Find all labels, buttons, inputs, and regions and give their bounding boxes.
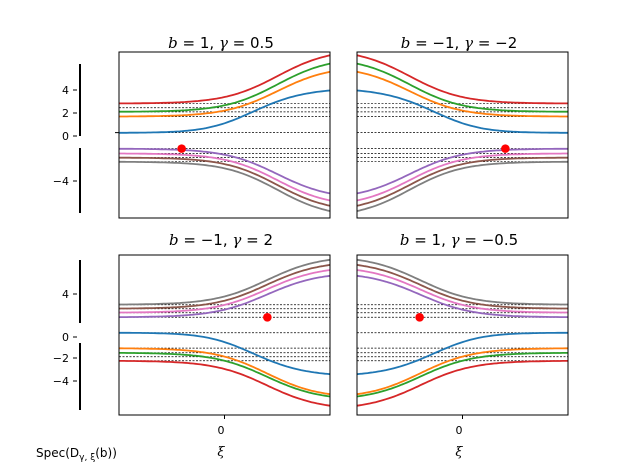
- series-line-4: [119, 147, 330, 195]
- series-line-1: [357, 70, 568, 118]
- series-line-0: [119, 331, 330, 376]
- ytick-label-bottom-4: 4: [62, 288, 69, 301]
- panel-plot-area-1: [357, 54, 568, 212]
- series-line-6: [357, 156, 568, 207]
- panel-0: [115, 51, 331, 219]
- panel-plot-area-2: [119, 258, 330, 407]
- xlabel-right: ξ: [455, 445, 463, 460]
- series-line-1: [119, 347, 330, 396]
- series-line-5: [119, 269, 330, 314]
- ytick-label-bottom-neg2: −2: [53, 352, 69, 365]
- series-line-7: [119, 258, 330, 306]
- ytick-label-bottom-0: 0: [62, 331, 69, 344]
- series-line-3: [357, 54, 568, 105]
- series-line-5: [357, 269, 568, 314]
- xlabel-left: ξ: [217, 445, 225, 460]
- series-line-3: [119, 54, 330, 105]
- series-line-4: [357, 274, 568, 318]
- series-line-3: [119, 360, 330, 407]
- series-line-0: [357, 89, 568, 134]
- red-marker: [415, 312, 424, 322]
- series-line-7: [357, 258, 568, 306]
- series-line-2: [119, 352, 330, 398]
- ytick-label-top-neg4: −4: [53, 175, 69, 188]
- series-line-1: [357, 347, 568, 396]
- series-line-2: [357, 62, 568, 113]
- panel-title-bottom-left: b = −1, γ = 2: [169, 231, 273, 249]
- ytick-label-top-0: 0: [62, 130, 69, 143]
- series-line-2: [119, 62, 330, 113]
- panel-frame: [356, 51, 569, 219]
- red-marker: [177, 144, 186, 153]
- series-line-6: [119, 264, 330, 310]
- spectrum-label: Spec(Dγ, ξ(b)): [36, 446, 117, 463]
- series-line-0: [119, 89, 330, 134]
- series-line-5: [357, 152, 568, 202]
- red-marker: [263, 312, 272, 322]
- panels-group: [115, 51, 569, 419]
- panel-2: [118, 254, 331, 419]
- series-line-6: [119, 156, 330, 207]
- xtick-label-left: 0: [218, 424, 225, 437]
- xtick-label-right: 0: [456, 424, 463, 437]
- series-line-7: [119, 160, 330, 212]
- series-line-4: [357, 147, 568, 195]
- series-line-6: [357, 264, 568, 310]
- ytick-label-bottom-neg4: −4: [53, 375, 69, 388]
- panel-frame: [118, 51, 331, 219]
- series-line-3: [357, 360, 568, 407]
- panel-plot-area-0: [119, 54, 330, 212]
- panel-plot-area-3: [357, 258, 568, 407]
- red-marker: [501, 144, 510, 153]
- panel-title-top-left: b = 1, γ = 0.5: [168, 34, 274, 52]
- panel-3: [356, 254, 569, 419]
- ytick-label-top-2: 2: [62, 107, 69, 120]
- panel-title-top-right: b = −1, γ = −2: [401, 34, 518, 52]
- series-line-0: [357, 331, 568, 376]
- series-line-4: [119, 274, 330, 318]
- panel-1: [356, 51, 569, 219]
- series-line-2: [357, 352, 568, 398]
- series-line-5: [119, 152, 330, 202]
- panel-title-bottom-right: b = 1, γ = −0.5: [400, 231, 518, 249]
- ytick-label-top-4: 4: [62, 84, 69, 97]
- series-line-1: [119, 70, 330, 118]
- series-line-7: [357, 160, 568, 212]
